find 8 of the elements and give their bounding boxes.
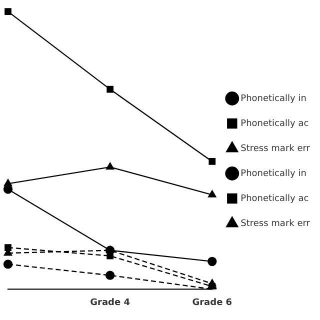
x-tick-label: Grade 4 <box>90 298 130 308</box>
x-tick-label: Grade 6 <box>192 298 232 308</box>
legend-label: Phonetically ac <box>240 194 309 204</box>
legend-label: Phonetically ac <box>240 118 309 129</box>
legend-label: Stress mark err <box>240 218 310 229</box>
legend-label: Stress mark err <box>240 144 310 154</box>
legend-label: Phonetically in <box>240 168 306 179</box>
legend-label: Phonetically in <box>240 94 306 104</box>
